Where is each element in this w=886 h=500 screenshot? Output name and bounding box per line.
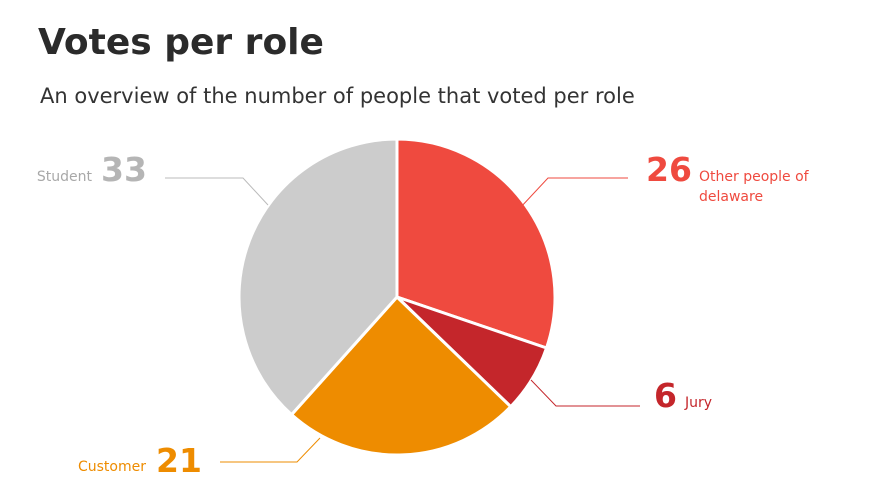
chart-title: Votes per role [38, 22, 324, 63]
value-label: 33 [101, 150, 147, 189]
leader-line [165, 177, 269, 206]
pie-slice [395, 137, 557, 350]
slice-label: Customer [77, 459, 146, 475]
leader-line [519, 177, 628, 209]
leader-line [530, 379, 640, 407]
slice-label: Student [36, 169, 92, 185]
slice-label: Other people of delaware [699, 169, 809, 205]
slice-label: Jury [685, 395, 713, 411]
value-label: 21 [156, 441, 202, 480]
value-label: 6 [654, 376, 677, 415]
pie-slice [290, 295, 513, 457]
leader-line [220, 437, 321, 463]
pie-slice [237, 137, 399, 417]
chart-subtitle: An overview of the number of people that… [40, 84, 635, 108]
value-label: 26 [646, 150, 692, 189]
